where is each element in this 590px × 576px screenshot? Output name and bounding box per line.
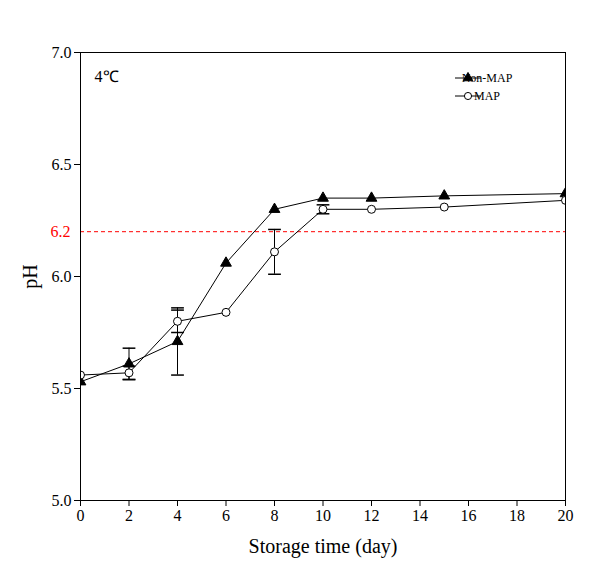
svg-text:18: 18: [509, 507, 525, 524]
svg-text:0: 0: [77, 507, 85, 524]
svg-text:6: 6: [222, 507, 230, 524]
svg-text:4: 4: [174, 507, 182, 524]
svg-text:Storage time (day): Storage time (day): [249, 535, 398, 558]
svg-text:Non-MAP: Non-MAP: [462, 71, 513, 85]
svg-text:6.0: 6.0: [52, 268, 72, 285]
svg-text:10: 10: [315, 507, 331, 524]
svg-text:16: 16: [461, 507, 477, 524]
svg-text:7.0: 7.0: [52, 44, 72, 61]
svg-text:5.0: 5.0: [52, 492, 72, 509]
svg-text:14: 14: [412, 507, 428, 524]
svg-text:6.2: 6.2: [51, 223, 71, 240]
svg-text:2: 2: [125, 507, 133, 524]
svg-text:MAP: MAP: [474, 89, 500, 103]
svg-text:20: 20: [558, 507, 574, 524]
svg-text:8: 8: [271, 507, 279, 524]
svg-text:12: 12: [364, 507, 380, 524]
svg-text:4℃: 4℃: [95, 68, 119, 85]
svg-text:pH: pH: [19, 264, 42, 288]
svg-text:6.5: 6.5: [52, 156, 72, 173]
svg-text:5.5: 5.5: [52, 380, 72, 397]
